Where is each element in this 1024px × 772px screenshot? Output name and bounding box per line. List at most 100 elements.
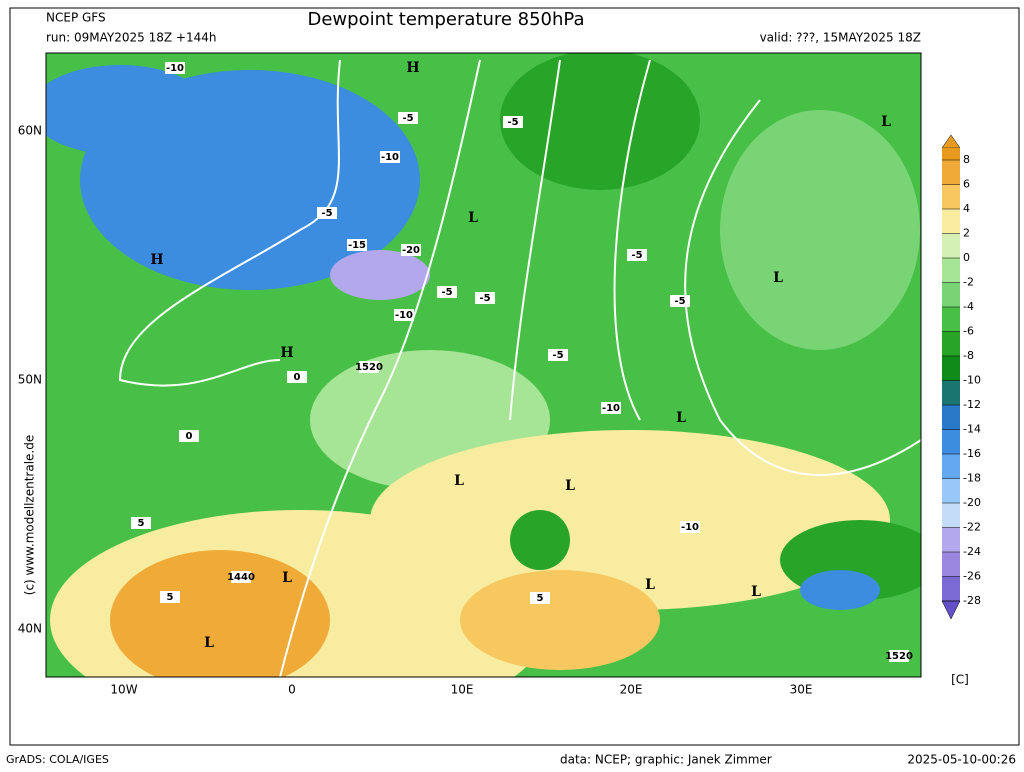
lon-label: 0 [288,683,296,697]
colorbar-label: -22 [963,521,981,534]
label-box [680,521,700,533]
pressure-center: L [468,210,478,226]
colorbar-label: -4 [963,300,974,313]
label-box [548,349,568,361]
pressure-center: L [282,570,292,586]
pressure-center: L [751,584,761,600]
colorbar-label: -2 [963,276,974,289]
colorbar-label: -12 [963,398,981,411]
colorbar-label: -28 [963,594,981,607]
label-box [601,402,621,414]
valid: valid: ???, 15MAY2025 18Z [760,31,921,45]
colorbar-label: -24 [963,545,981,558]
contour-label: -10 [381,152,399,163]
colorbar-cell [942,454,960,479]
side-credit: (c) www.modellzentrale.de [23,435,37,595]
contour-label: -10 [166,63,184,74]
pressure-center: L [773,270,783,286]
colorbar-label: 2 [963,227,970,240]
colorbar-cell [942,209,960,234]
lat-label: 40N [18,622,42,636]
lat-label: 60N [18,124,42,138]
model: NCEP GFS [46,11,106,25]
frame [9,7,1020,746]
colorbar-label: 6 [963,178,970,191]
contour-label: -5 [631,250,642,261]
pressure-center: L [676,410,686,426]
label-box [165,62,185,74]
pressure-center: L [454,473,464,489]
contour-label: 0 [186,431,193,442]
contour-label: 5 [537,593,544,604]
contour-label: -5 [507,117,518,128]
colorbar: 8 6 4 2 0 -2 -4 -6 -8 -10 -12 -14 -16 -18 -20 -22 -24 -26… [941,134,981,620]
colorbar-arrow-bottom [941,600,961,620]
pressure-center: H [150,252,163,268]
unit: [C] [951,673,969,687]
contour-label: -5 [674,296,685,307]
contour-label: -5 [321,208,332,219]
label-box [503,116,523,128]
colorbar-label: 0 [963,251,970,264]
footer-center: data: NCEP; graphic: Janek Zimmer [560,753,772,767]
contour-label: 1520 [885,651,913,662]
colorbar-cell [942,233,960,258]
footer-left: GrADS: COLA/IGES [6,753,109,766]
label-box [359,361,379,373]
colorbar-cell [942,429,960,454]
colorbar-label: 8 [963,153,970,166]
label-box [401,244,421,256]
colorbar-cell [942,478,960,503]
lat-label: 50N [18,373,42,387]
colorbar-cell [942,160,960,185]
colorbar-cell [942,356,960,381]
label-box [380,151,400,163]
lon-label: 10E [451,683,474,697]
colorbar-label: -8 [963,349,974,362]
label-box [317,207,337,219]
contour-label: -5 [441,287,452,298]
colorbar-cell [942,527,960,552]
colorbar-cell [942,503,960,528]
contour-label: -10 [395,310,413,321]
label-box [394,309,414,321]
contour-label: -20 [402,245,420,256]
label-box [160,591,180,603]
pressure-center: H [280,345,293,361]
colorbar-cell [942,405,960,430]
colorbar-label: 4 [963,202,970,215]
lon-label: 10W [110,683,137,697]
label-box [179,430,199,442]
colorbar-cell [942,380,960,405]
run: run: 09MAY2025 18Z +144h [46,31,216,45]
colorbar-cell [942,184,960,209]
label-box [131,517,151,529]
contour-label: 0 [294,372,301,383]
label-box [670,295,690,307]
label-box [475,292,495,304]
colorbar-cell [942,258,960,283]
pressure-center: H [406,60,419,76]
map [45,52,922,678]
contour-label: 1520 [355,362,383,373]
label-box [889,650,909,662]
colorbar-label: -18 [963,472,981,485]
label-box [231,571,251,583]
footer-right: 2025-05-10-00:26 [907,753,1016,767]
colorbar-cell [942,148,960,160]
lon-label: 20E [620,683,643,697]
contour-label: -5 [402,113,413,124]
pressure-center: L [204,635,214,651]
lon-label: 30E [790,683,813,697]
colorbar-arrow-top [941,134,961,149]
title: Dewpoint temperature 850hPa [308,9,585,30]
colorbar-cell [942,552,960,577]
contour-label: -5 [552,350,563,361]
pressure-center: L [881,114,891,130]
contour-label: -15 [348,240,366,251]
label-box [287,371,307,383]
colorbar-cell [942,307,960,332]
colorbar-cell [942,331,960,356]
contour-label: -5 [479,293,490,304]
